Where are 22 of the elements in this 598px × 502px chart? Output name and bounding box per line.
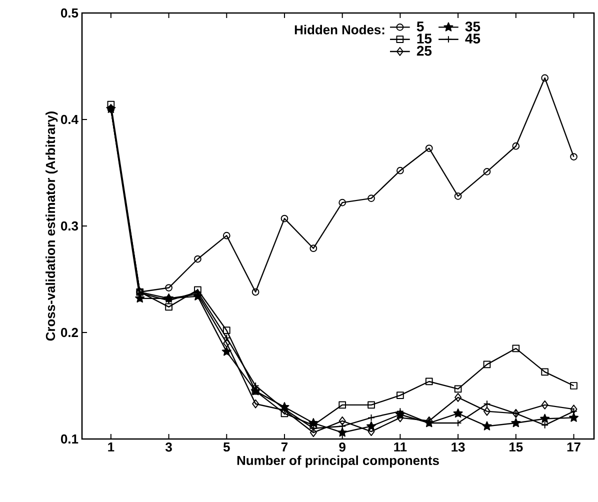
- x-tick-label: 1: [108, 442, 114, 452]
- y-tick-label: 0.3: [60, 221, 78, 231]
- x-tick-label: 17: [567, 442, 580, 452]
- y-tick-label: 0.4: [60, 114, 78, 124]
- y-tick-label: 0.5: [60, 8, 78, 18]
- x-axis-title: Number of principal components: [237, 456, 439, 468]
- legend-label: 15: [417, 34, 432, 44]
- x-tick-label: 11: [394, 442, 407, 452]
- legend-label: 5: [416, 22, 424, 32]
- x-tick-label: 5: [223, 442, 230, 452]
- y-axis-title: Cross-validation estimator (Arbitrary): [46, 112, 58, 341]
- y-tick-label: 0.1: [60, 434, 78, 444]
- x-tick-label: 9: [339, 442, 346, 452]
- legend-label: 35: [465, 22, 480, 32]
- x-tick-label: 13: [452, 442, 465, 452]
- legend-title: Hidden Nodes:: [294, 24, 384, 34]
- x-tick-label: 3: [165, 442, 172, 452]
- y-tick-label: 0.2: [60, 328, 78, 338]
- x-tick-label: 7: [281, 442, 288, 452]
- legend-label: 45: [465, 34, 480, 44]
- legend-label: 25: [416, 46, 432, 56]
- x-tick-label: 15: [510, 442, 523, 452]
